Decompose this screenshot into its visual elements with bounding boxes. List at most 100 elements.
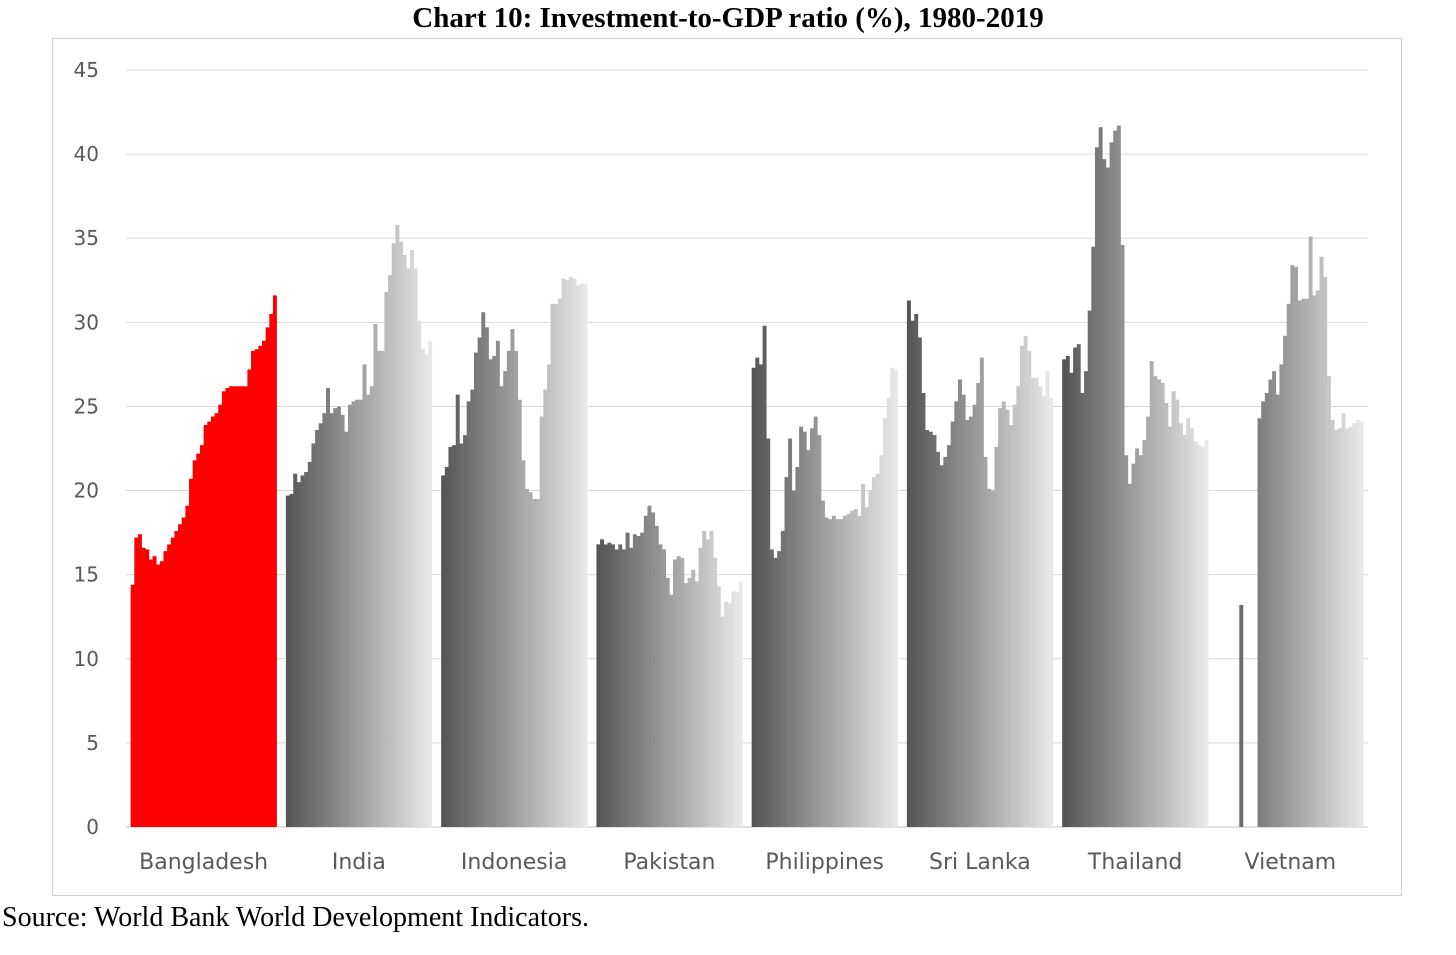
bar-sri-lanka	[947, 445, 951, 827]
bar-pakistan	[669, 594, 674, 827]
bar-indonesia	[444, 467, 449, 827]
bar-pakistan	[611, 544, 615, 827]
bar-indonesia	[470, 389, 475, 827]
bar-pakistan	[614, 549, 619, 827]
bar-philippines	[806, 450, 811, 827]
category-label: Sri Lanka	[929, 850, 1031, 875]
bar-pakistan	[705, 539, 710, 827]
bar-thailand	[1175, 399, 1180, 827]
bar-india	[307, 461, 312, 827]
bar-philippines	[890, 367, 895, 827]
bar-india	[420, 349, 425, 827]
bar-bangladesh	[210, 416, 215, 827]
bar-bangladesh	[225, 387, 230, 827]
bar-pakistan	[603, 544, 608, 827]
bar-india	[340, 414, 345, 827]
bar-philippines	[850, 510, 855, 827]
bar-philippines	[777, 551, 782, 827]
bar-bangladesh	[214, 413, 219, 827]
bar-sri-lanka	[925, 430, 930, 827]
bar-india	[329, 413, 334, 827]
bar-sri-lanka	[932, 435, 937, 827]
bar-philippines	[773, 557, 778, 827]
bar-india	[293, 473, 298, 827]
y-tick-label: 40	[74, 142, 99, 166]
bar-philippines	[857, 515, 862, 827]
bar-indonesia	[492, 355, 497, 827]
bar-indonesia	[576, 285, 581, 827]
bar-sri-lanka	[1041, 396, 1046, 827]
bar-thailand	[1178, 423, 1183, 827]
bar-philippines	[751, 367, 756, 827]
bar-vietnam	[1341, 413, 1346, 827]
bar-bangladesh	[185, 505, 190, 827]
bar-sri-lanka	[1023, 335, 1028, 827]
bar-vietnam	[1283, 335, 1288, 827]
bar-philippines	[820, 500, 825, 827]
bar-sri-lanka	[921, 392, 926, 827]
bar-thailand	[1146, 416, 1151, 827]
bar-philippines	[872, 477, 876, 827]
bar-philippines	[813, 416, 818, 827]
bar-thailand	[1102, 159, 1107, 827]
bar-india	[344, 431, 349, 827]
bar-vietnam	[1312, 295, 1317, 827]
bar-philippines	[758, 364, 763, 827]
bar-vietnam	[1326, 376, 1331, 827]
bar-vietnam	[1323, 276, 1328, 827]
bar-thailand	[1065, 355, 1070, 827]
bar-indonesia	[521, 460, 526, 827]
bar-sri-lanka	[979, 357, 984, 827]
bar-thailand	[1109, 142, 1114, 828]
bar-thailand	[1135, 448, 1140, 827]
bar-sri-lanka	[914, 313, 919, 827]
bar-india	[355, 399, 360, 827]
bar-philippines	[817, 435, 822, 827]
bar-philippines	[824, 517, 829, 827]
bar-pakistan	[738, 581, 743, 827]
bar-vietnam	[1294, 266, 1298, 827]
bar-bangladesh	[130, 584, 135, 827]
bar-bangladesh	[232, 386, 237, 827]
y-tick-label: 30	[74, 310, 99, 334]
bar-vietnam	[1359, 421, 1364, 827]
bar-india	[384, 292, 389, 827]
bar-bangladesh	[269, 313, 274, 827]
chart-title: Chart 10: Investment-to-GDP ratio (%), 1…	[412, 2, 1044, 34]
bar-pakistan	[618, 544, 623, 827]
bar-sri-lanka	[1005, 409, 1010, 827]
bar-vietnam	[1337, 428, 1342, 827]
bar-pakistan	[735, 591, 739, 827]
bar-india	[377, 350, 382, 827]
bar-bangladesh	[258, 345, 263, 827]
bar-vietnam	[1275, 394, 1280, 827]
y-tick-label: 25	[74, 394, 99, 418]
bar-philippines	[864, 507, 869, 827]
bar-philippines	[839, 519, 844, 827]
bar-indonesia	[550, 303, 555, 828]
bar-sri-lanka	[936, 451, 941, 827]
bar-sri-lanka	[957, 379, 962, 827]
y-tick-label: 5	[86, 731, 99, 755]
bar-bangladesh	[148, 559, 153, 827]
bar-vietnam	[1301, 298, 1306, 827]
bar-philippines	[802, 431, 807, 827]
bar-philippines	[846, 514, 851, 827]
bar-indonesia	[463, 435, 467, 827]
bar-philippines	[795, 467, 800, 827]
bar-vietnam	[1334, 430, 1339, 827]
chart-frame	[52, 38, 1402, 896]
bar-sri-lanka	[917, 337, 922, 827]
bar-pakistan	[658, 544, 663, 827]
bar-indonesia	[517, 399, 522, 827]
bar-india	[424, 354, 429, 827]
category-label: Indonesia	[461, 850, 567, 875]
bar-thailand	[1197, 445, 1202, 827]
bar-bangladesh	[134, 537, 139, 827]
bar-thailand	[1069, 372, 1074, 827]
bar-thailand	[1094, 147, 1099, 827]
bar-sri-lanka	[998, 408, 1003, 827]
bar-thailand	[1164, 403, 1169, 827]
bar-thailand	[1157, 379, 1161, 827]
bar-philippines	[810, 428, 814, 827]
